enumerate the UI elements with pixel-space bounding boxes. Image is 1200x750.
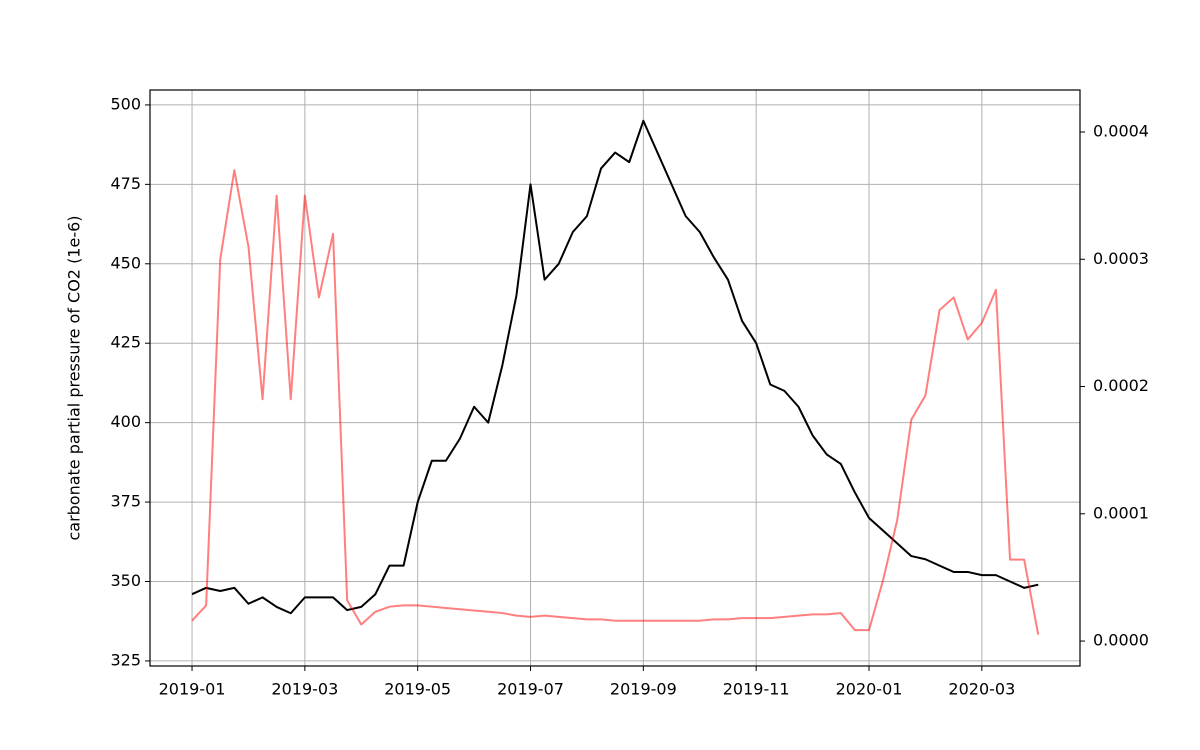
y2-tick-label: 0.0000: [1093, 631, 1149, 650]
x-tick-label: 2019-01: [159, 680, 226, 699]
y2-tick-label: 0.0004: [1093, 121, 1149, 140]
x-tick-label: 2020-01: [836, 680, 903, 699]
y-axis-label: carbonate partial pressure of CO2 (1e-6): [65, 215, 84, 540]
x-tick-label: 2019-05: [384, 680, 451, 699]
x-tick-label: 2020-03: [948, 680, 1015, 699]
y-tick-label: 325: [110, 650, 141, 669]
x-tick-label: 2019-03: [271, 680, 338, 699]
x-tick-label: 2019-11: [723, 680, 790, 699]
y2-tick-label: 0.0002: [1093, 376, 1149, 395]
y2-tick-label: 0.0001: [1093, 503, 1149, 522]
x-tick-label: 2019-07: [497, 680, 564, 699]
y-tick-label: 450: [110, 253, 141, 272]
y-tick-label: 400: [110, 412, 141, 431]
data-line: [191, 119, 1039, 615]
y2-tick-label: 0.0003: [1093, 249, 1149, 268]
y-tick-label: 350: [110, 571, 141, 590]
y-tick-label: 475: [110, 174, 141, 193]
y-tick-label: 375: [110, 492, 141, 511]
y-tick-label: 500: [110, 94, 141, 113]
grid: [150, 90, 1080, 666]
x-tick-label: 2019-09: [610, 680, 677, 699]
axes-frame: [149, 89, 1081, 667]
plot-area: [191, 119, 1040, 635]
y-tick-label: 425: [110, 333, 141, 352]
data-line: [191, 169, 1040, 635]
